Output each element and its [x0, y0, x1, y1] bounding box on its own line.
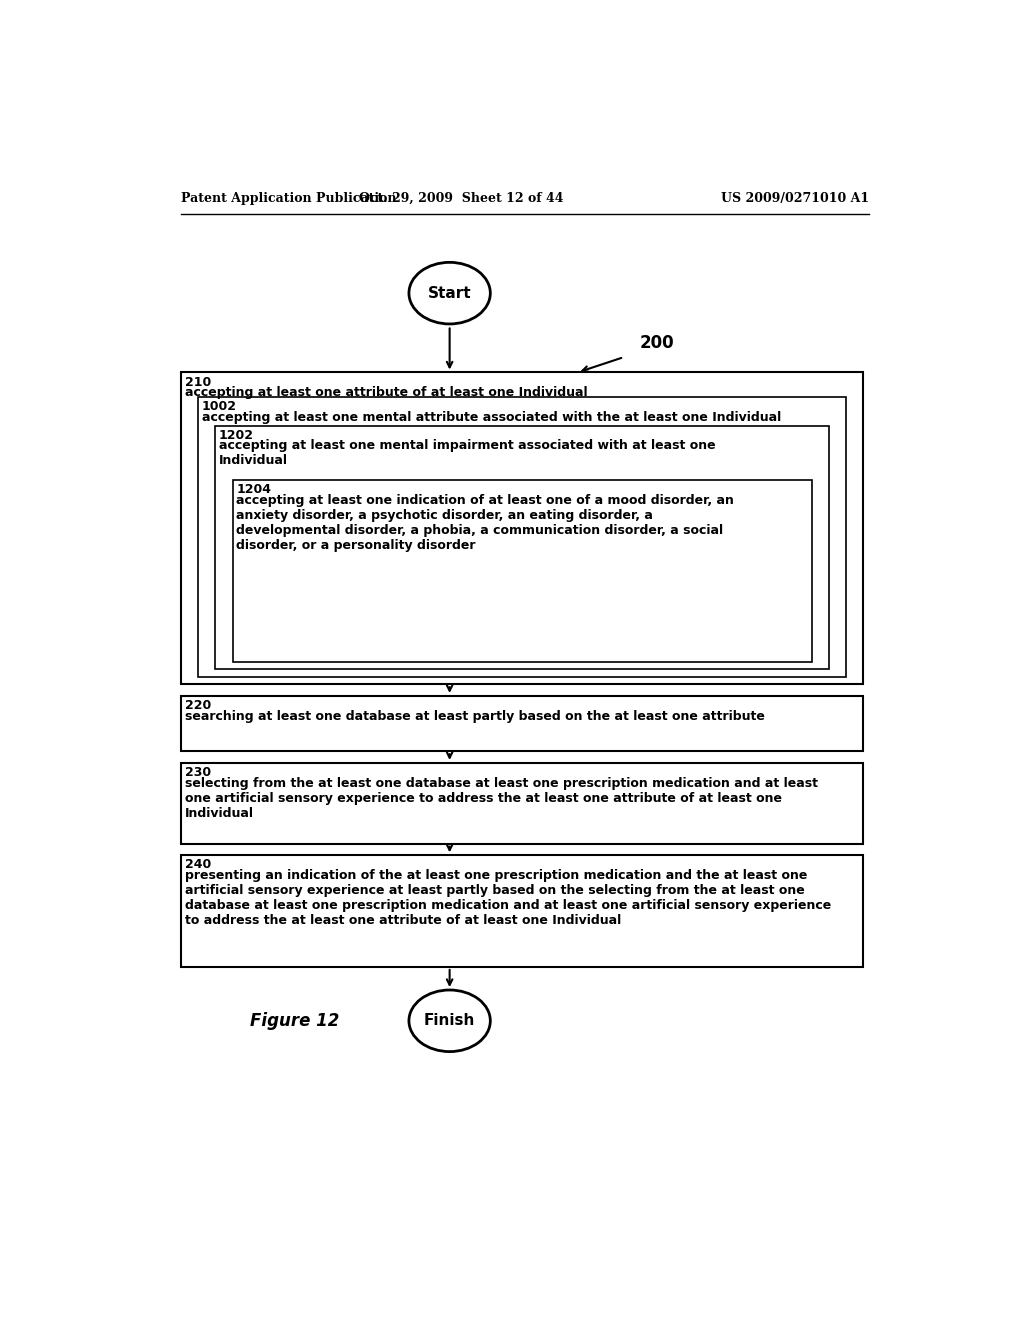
Text: 1202: 1202: [219, 429, 254, 442]
Bar: [180, 372, 862, 684]
Text: Oct. 29, 2009  Sheet 12 of 44: Oct. 29, 2009 Sheet 12 of 44: [359, 191, 563, 205]
Text: 200: 200: [640, 334, 674, 352]
Bar: [215, 425, 828, 669]
Text: 230: 230: [184, 766, 211, 779]
Text: Figure 12: Figure 12: [250, 1012, 339, 1030]
Text: 240: 240: [184, 858, 211, 871]
Ellipse shape: [409, 990, 490, 1052]
Text: Finish: Finish: [424, 1014, 475, 1028]
Text: accepting at least one mental impairment associated with at least one
Individual: accepting at least one mental impairment…: [219, 440, 716, 467]
Text: 1204: 1204: [237, 483, 271, 496]
Text: Start: Start: [428, 285, 471, 301]
Bar: [232, 480, 812, 663]
Bar: [180, 696, 862, 751]
Ellipse shape: [409, 263, 490, 323]
Text: 220: 220: [184, 700, 211, 711]
Bar: [180, 763, 862, 843]
Text: accepting at least one attribute of at least one Individual: accepting at least one attribute of at l…: [184, 387, 587, 400]
Bar: [180, 855, 862, 966]
Text: US 2009/0271010 A1: US 2009/0271010 A1: [721, 191, 869, 205]
Text: presenting an indication of the at least one prescription medication and the at : presenting an indication of the at least…: [184, 869, 830, 927]
Text: accepting at least one indication of at least one of a mood disorder, an
anxiety: accepting at least one indication of at …: [237, 494, 734, 552]
Text: selecting from the at least one database at least one prescription medication an: selecting from the at least one database…: [184, 776, 817, 820]
Bar: [198, 397, 846, 677]
Text: 210: 210: [184, 376, 211, 388]
Text: 1002: 1002: [202, 400, 237, 413]
Text: Patent Application Publication: Patent Application Publication: [180, 191, 396, 205]
Text: searching at least one database at least partly based on the at least one attrib: searching at least one database at least…: [184, 710, 765, 723]
Text: accepting at least one mental attribute associated with the at least one Individ: accepting at least one mental attribute …: [202, 411, 781, 424]
